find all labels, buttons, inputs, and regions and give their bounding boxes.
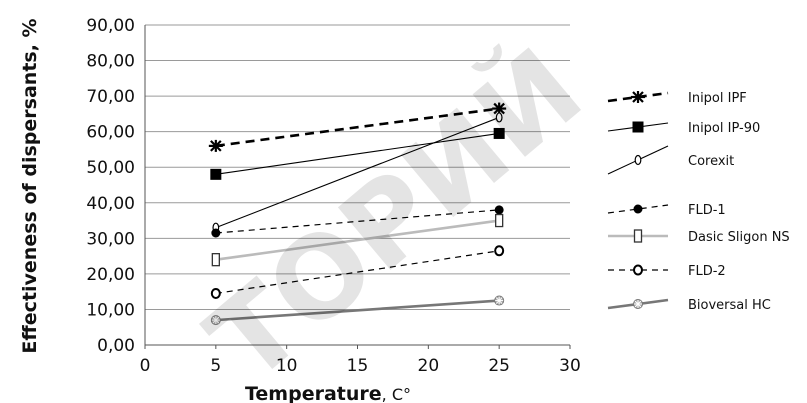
data-point — [494, 245, 505, 257]
data-point — [494, 205, 504, 215]
y-tick-label: 90,00 — [86, 16, 135, 36]
data-series — [208, 102, 507, 326]
data-point — [492, 102, 507, 115]
legend-label: Corexit — [688, 154, 734, 169]
marker-stroke — [634, 300, 642, 308]
y-tick-labels: 0,00 10,00 20,00 30,00 40,00 50,00 60,00 70,00 8… — [86, 16, 135, 356]
data-point — [494, 295, 505, 306]
data-point — [210, 315, 221, 326]
data-point — [493, 127, 505, 139]
y-axis-title: Effectiveness of dispersants, % — [19, 18, 41, 353]
marker-stroke — [495, 297, 503, 304]
y-tick-label: 70,00 — [86, 87, 135, 107]
x-axis-unit: , C° — [382, 385, 411, 403]
legend-swatch-marker — [633, 204, 643, 214]
legend: Inipol IPF Inipol IP-90 Corexit FLD-1 Dasic … — [607, 91, 790, 313]
x-tick-label: 0 — [140, 356, 151, 376]
series-line — [215, 107, 500, 148]
legend-label: FLD-1 — [688, 203, 726, 218]
y-tick-label: 80,00 — [86, 52, 135, 72]
legend-label: Inipol IPF — [688, 91, 747, 106]
x-tick-label: 5 — [210, 356, 221, 376]
series-line — [215, 299, 500, 322]
data-point — [495, 112, 503, 123]
series-line — [215, 250, 500, 295]
legend-swatch-marker — [634, 154, 642, 166]
legend-swatch-marker — [633, 264, 643, 276]
x-tick-label: 10 — [276, 356, 298, 376]
series-line — [215, 132, 500, 175]
y-tick-label: 0,00 — [97, 336, 135, 356]
series-line — [215, 219, 500, 261]
y-tick-label: 50,00 — [86, 158, 135, 178]
legend-swatch-marker — [633, 299, 643, 309]
marker-stroke — [212, 316, 220, 324]
legend-swatch-marker — [632, 121, 644, 133]
data-point — [210, 168, 222, 180]
watermark-text: ТОРИЙ — [184, 23, 607, 403]
x-tick-label: 25 — [488, 356, 510, 376]
series-line — [215, 116, 500, 229]
y-tick-label: 30,00 — [86, 229, 135, 249]
y-tick-label: 20,00 — [86, 265, 135, 285]
legend-swatch-marker — [633, 229, 643, 243]
y-tick-label: 40,00 — [86, 194, 135, 214]
x-axis-title: Temperature, C° — [245, 383, 411, 403]
x-tick-label: 20 — [418, 356, 440, 376]
legend-label: Dasic Sligon NS — [688, 230, 790, 245]
x-axis-title-text: Temperature — [245, 383, 382, 403]
y-tick-label: 10,00 — [86, 300, 135, 320]
grid-lines — [145, 24, 570, 346]
x-tick-label: 30 — [559, 356, 581, 376]
legend-label: FLD-2 — [688, 264, 726, 279]
legend-label: Inipol IP-90 — [688, 121, 760, 136]
x-tick-label: 15 — [347, 356, 369, 376]
axes — [144, 25, 571, 349]
legend-label: Bioversal HC — [688, 298, 771, 313]
x-tick-labels: 0 5 10 15 20 25 30 — [140, 356, 581, 376]
data-point — [210, 287, 221, 299]
data-point — [211, 228, 221, 238]
data-point — [208, 139, 223, 152]
legend-swatch-marker — [631, 91, 645, 103]
data-point — [495, 213, 504, 228]
series-line — [215, 209, 500, 234]
data-point — [211, 253, 220, 267]
y-tick-label: 60,00 — [86, 123, 135, 143]
